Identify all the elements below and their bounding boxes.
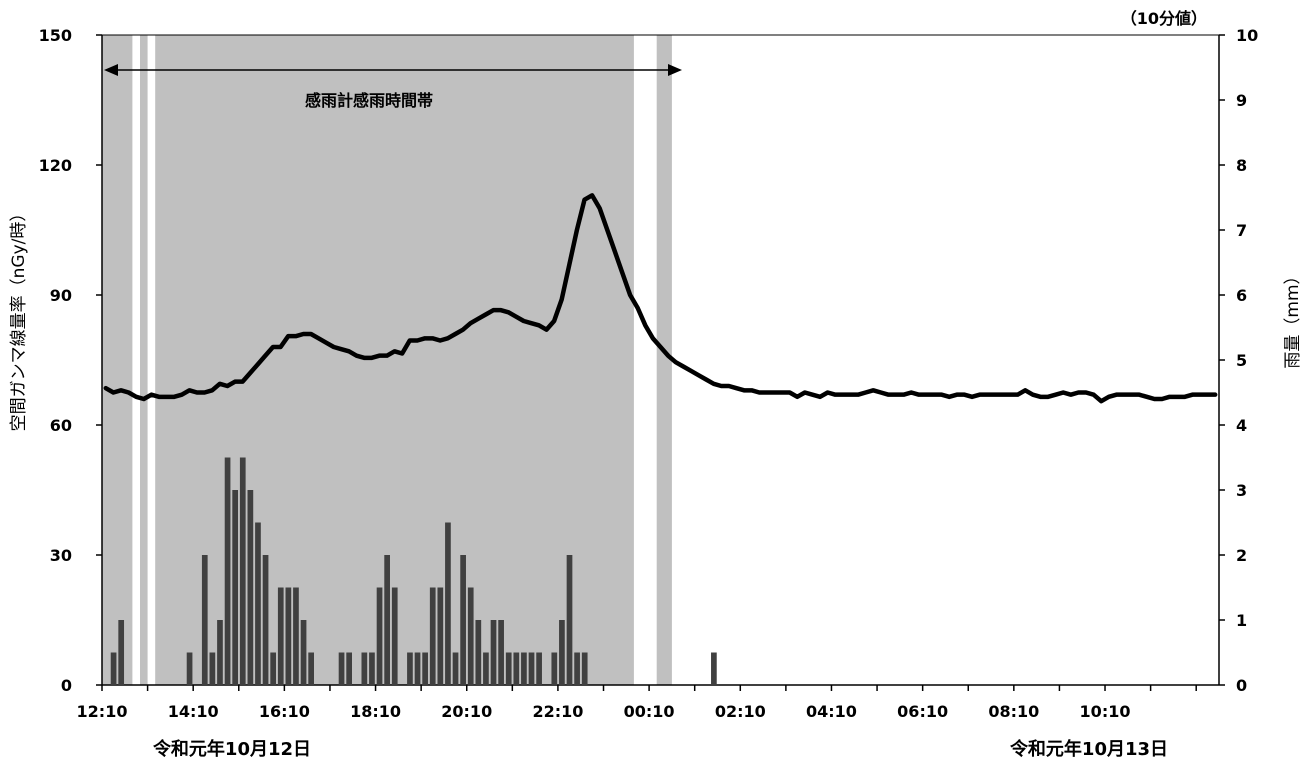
rainfall-bar bbox=[528, 652, 535, 685]
arrow-head-left bbox=[104, 64, 118, 76]
x-tick-label: 16:10 bbox=[259, 702, 310, 721]
y-right-tick-label: 6 bbox=[1236, 286, 1247, 305]
rainfall-bar bbox=[437, 587, 444, 685]
rainfall-bar bbox=[255, 522, 261, 685]
x-tick-label: 14:10 bbox=[168, 702, 219, 721]
y-right-tick-label: 4 bbox=[1236, 416, 1247, 435]
rain-detected-band bbox=[102, 35, 133, 685]
y-axis-left-label: 空間ガンマ線量率（nGy/時） bbox=[9, 205, 29, 432]
y-right-tick-label: 0 bbox=[1236, 676, 1247, 695]
rainfall-bar bbox=[483, 652, 489, 685]
ticks: 0 30 60 90 120 150 0 1 2 3 4 5 6 7 8 9 10 12:10 14:10 16:10… bbox=[39, 26, 1259, 721]
rainfall-bar bbox=[118, 620, 125, 685]
rainfall-bar bbox=[422, 652, 428, 685]
rainfall-bar bbox=[270, 652, 277, 685]
rainfall-bar bbox=[452, 652, 459, 685]
x-tick-label: 08:10 bbox=[988, 702, 1039, 721]
y-left-tick-label: 0 bbox=[61, 676, 72, 695]
rainfall-bar bbox=[300, 620, 307, 685]
rainfall-bar bbox=[201, 555, 208, 685]
rainfall-bar bbox=[285, 587, 292, 685]
x-tick-label: 10:10 bbox=[1080, 702, 1131, 721]
rainfall-bar bbox=[338, 652, 345, 685]
x-tick-label: 20:10 bbox=[441, 702, 492, 721]
x-tick-label: 22:10 bbox=[532, 702, 583, 721]
rainfall-bar bbox=[475, 620, 482, 685]
y-right-tick-label: 2 bbox=[1236, 546, 1247, 565]
y-right-tick-label: 8 bbox=[1236, 156, 1247, 175]
x-tick-label: 18:10 bbox=[350, 702, 401, 721]
rainfall-bar bbox=[384, 555, 390, 685]
arrow-head-right bbox=[668, 64, 682, 76]
rainfall-bar bbox=[460, 555, 466, 685]
rain-detected-band bbox=[656, 35, 672, 685]
rainfall-bar bbox=[361, 652, 368, 685]
rainfall-bar bbox=[407, 652, 413, 685]
y-right-tick-label: 1 bbox=[1236, 611, 1247, 630]
rainfall-bar bbox=[581, 652, 588, 685]
rainfall-bar bbox=[186, 652, 193, 685]
date-label-end: 令和元年10月13日 bbox=[1009, 738, 1168, 760]
y-left-tick-label: 30 bbox=[50, 546, 72, 565]
rainfall-bar bbox=[346, 652, 352, 685]
rainfall-bar bbox=[277, 587, 284, 685]
y-right-tick-label: 9 bbox=[1236, 91, 1247, 110]
x-tick-label: 02:10 bbox=[715, 702, 766, 721]
y-left-tick-label: 120 bbox=[39, 156, 72, 175]
rainfall-bar bbox=[513, 652, 520, 685]
rainfall-bar bbox=[536, 652, 542, 685]
rainfall-bar bbox=[209, 652, 216, 685]
rainfall-bar bbox=[566, 555, 573, 685]
rain-period-arrow bbox=[104, 64, 682, 76]
rainfall-bar bbox=[467, 587, 474, 685]
rainfall-bar bbox=[217, 620, 223, 685]
rainfall-bar bbox=[711, 652, 717, 685]
rainfall-bar bbox=[110, 652, 117, 685]
y-right-tick-label: 5 bbox=[1236, 351, 1247, 370]
rainfall-bar bbox=[308, 652, 315, 685]
rainfall-bar bbox=[551, 652, 558, 685]
rainfall-bar bbox=[369, 652, 375, 685]
rainfall-bar bbox=[490, 620, 497, 685]
rainfall-bar bbox=[391, 587, 398, 685]
date-label-start: 令和元年10月12日 bbox=[152, 738, 311, 760]
rainfall-bar bbox=[505, 652, 512, 685]
rainfall-bar bbox=[262, 555, 269, 685]
rainfall-bar bbox=[293, 587, 299, 685]
y-right-tick-label: 7 bbox=[1236, 221, 1247, 240]
x-tick-label: 04:10 bbox=[806, 702, 857, 721]
rainfall-bar bbox=[224, 457, 231, 685]
y-axis-right-label: 雨量（mm） bbox=[1283, 267, 1303, 368]
y-left-tick-label: 60 bbox=[50, 416, 72, 435]
rainfall-bar bbox=[521, 652, 527, 685]
rainfall-bar bbox=[247, 490, 254, 685]
y-left-tick-label: 150 bbox=[39, 26, 72, 45]
rainfall-bar bbox=[429, 587, 436, 685]
rainfall-bar bbox=[414, 652, 421, 685]
x-tick-label: 12:10 bbox=[77, 702, 128, 721]
rainfall-bars bbox=[110, 457, 717, 685]
rainfall-bar bbox=[445, 522, 451, 685]
interval-note: （10分値） bbox=[1121, 9, 1207, 28]
rain-period-annotation: 感雨計感雨時間帯 bbox=[305, 91, 433, 110]
y-right-tick-label: 10 bbox=[1236, 26, 1258, 45]
y-right-tick-label: 3 bbox=[1236, 481, 1247, 500]
x-tick-label: 00:10 bbox=[624, 702, 675, 721]
rainfall-bar bbox=[559, 620, 565, 685]
rainfall-bar bbox=[239, 457, 246, 685]
y-left-tick-label: 90 bbox=[50, 286, 72, 305]
rainfall-bar bbox=[232, 490, 239, 685]
rain-detected-band bbox=[139, 35, 148, 685]
gamma-dose-rate-line bbox=[103, 193, 1218, 404]
rainfall-bar bbox=[376, 587, 383, 685]
rainfall-bar bbox=[498, 620, 504, 685]
rainfall-bar bbox=[574, 652, 580, 685]
x-tick-label: 06:10 bbox=[897, 702, 948, 721]
